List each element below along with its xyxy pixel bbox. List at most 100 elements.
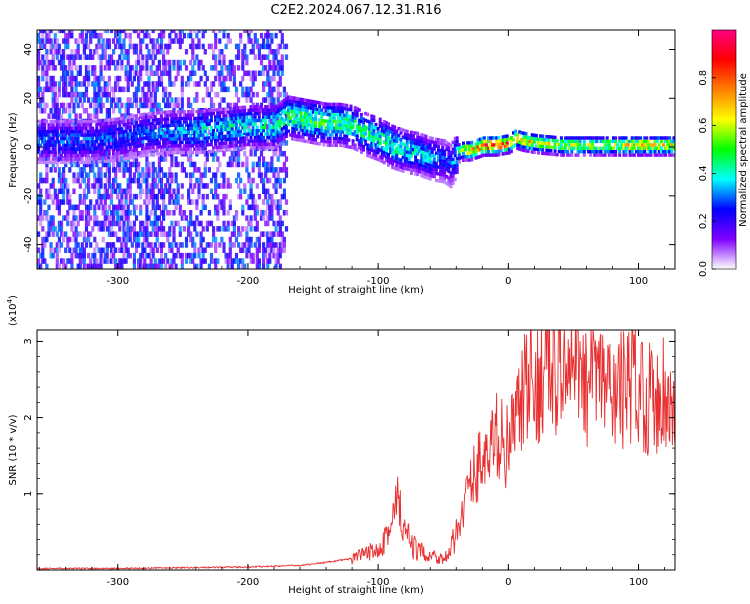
heatmap-cell bbox=[195, 140, 199, 145]
heatmap-cell bbox=[59, 242, 64, 248]
heatmap-cell bbox=[251, 142, 255, 147]
heatmap-cell bbox=[151, 199, 155, 205]
heatmap-cell bbox=[343, 144, 347, 148]
heatmap-cell bbox=[80, 140, 84, 146]
heatmap-cell bbox=[62, 157, 65, 161]
heatmap-cell bbox=[282, 125, 286, 130]
heatmap-cell bbox=[484, 150, 488, 154]
heatmap-cell bbox=[74, 247, 78, 253]
heatmap-cell bbox=[228, 137, 232, 141]
heatmap-cell bbox=[153, 193, 157, 200]
heatmap-cell bbox=[126, 119, 130, 123]
heatmap-cell bbox=[114, 155, 118, 159]
heatmap-cell bbox=[232, 242, 236, 248]
heatmap-cell bbox=[539, 134, 543, 138]
heatmap-cell bbox=[582, 136, 586, 140]
heatmap-cell bbox=[153, 142, 157, 146]
heatmap-cell bbox=[39, 204, 43, 211]
heatmap-cell bbox=[437, 151, 440, 156]
heatmap-cell bbox=[234, 156, 239, 162]
heatmap-cell bbox=[387, 122, 390, 126]
heatmap-cell bbox=[101, 226, 105, 232]
heatmap-cell bbox=[289, 133, 293, 137]
heatmap-cell bbox=[82, 160, 86, 165]
heatmap-cell bbox=[430, 154, 434, 158]
heatmap-cell bbox=[57, 123, 61, 127]
heatmap-cell bbox=[97, 132, 101, 137]
heatmap-cell bbox=[149, 220, 153, 227]
heatmap-cell bbox=[41, 123, 45, 127]
heatmap-cell bbox=[103, 43, 107, 50]
heatmap-cell bbox=[305, 122, 309, 127]
heatmap-cell bbox=[84, 30, 89, 34]
heatmap-cell bbox=[541, 137, 545, 142]
heatmap-cell bbox=[209, 118, 213, 123]
heatmap-cell bbox=[87, 75, 91, 82]
heatmap-cell bbox=[128, 220, 132, 227]
heatmap-cell bbox=[103, 152, 107, 157]
heatmap-cell bbox=[76, 70, 80, 76]
heatmap-cell bbox=[434, 141, 438, 145]
heatmap-cell bbox=[559, 139, 563, 144]
heatmap-cell bbox=[209, 220, 214, 227]
heatmap-cell bbox=[253, 139, 257, 143]
heatmap-cell bbox=[72, 102, 76, 109]
heatmap-cell bbox=[209, 115, 213, 119]
heatmap-cell bbox=[134, 124, 139, 130]
heatmap-cell bbox=[291, 99, 295, 103]
heatmap-cell bbox=[68, 59, 72, 66]
heatmap-cell bbox=[226, 210, 230, 216]
heatmap-cell bbox=[128, 161, 132, 168]
heatmap-cell bbox=[39, 86, 43, 93]
heatmap-cell bbox=[189, 252, 193, 259]
heatmap-cell bbox=[164, 86, 168, 93]
heatmap-cell bbox=[555, 142, 559, 147]
heatmap-cell bbox=[57, 167, 61, 173]
heatmap-cell bbox=[159, 70, 164, 76]
heatmap-cell bbox=[141, 86, 145, 93]
heatmap-cell bbox=[287, 112, 290, 116]
heatmap-cell bbox=[237, 183, 241, 189]
heatmap-cell bbox=[234, 126, 238, 131]
heatmap-cell bbox=[249, 236, 253, 243]
heatmap-cell bbox=[280, 193, 284, 200]
heatmap-cell bbox=[64, 75, 68, 82]
heatmap-cell bbox=[103, 118, 107, 122]
heatmap-cell bbox=[164, 70, 168, 76]
heatmap-cell bbox=[47, 231, 51, 237]
heatmap-cell bbox=[172, 258, 176, 264]
heatmap-cell bbox=[84, 54, 89, 60]
heatmap-cell bbox=[270, 161, 274, 168]
heatmap-cell bbox=[59, 177, 64, 184]
heatmap-cell bbox=[107, 59, 111, 66]
heatmap-cell bbox=[601, 153, 605, 157]
heatmap-cell bbox=[151, 247, 155, 253]
heatmap-cell bbox=[105, 242, 109, 248]
heatmap-cell bbox=[276, 220, 280, 227]
heatmap-cell bbox=[82, 140, 86, 146]
heatmap-cell bbox=[566, 143, 570, 147]
heatmap-cell bbox=[262, 231, 266, 237]
heatmap-cell bbox=[570, 136, 574, 140]
heatmap-cell bbox=[159, 177, 164, 184]
heatmap-cell bbox=[278, 247, 282, 253]
heatmap-cell bbox=[55, 43, 59, 50]
heatmap-cell bbox=[139, 188, 143, 194]
heatmap-cell bbox=[237, 226, 241, 232]
heatmap-cell bbox=[216, 125, 220, 129]
heatmap-cell bbox=[47, 150, 51, 154]
heatmap-cell bbox=[62, 160, 65, 165]
heatmap-cell bbox=[168, 231, 172, 237]
heatmap-cell bbox=[122, 123, 126, 127]
heatmap-cell bbox=[134, 161, 139, 168]
heatmap-cell bbox=[87, 124, 91, 130]
heatmap-cell bbox=[224, 124, 228, 128]
heatmap-cell bbox=[287, 105, 290, 109]
heatmap-cell bbox=[226, 226, 230, 232]
heatmap-cell bbox=[253, 54, 257, 60]
heatmap-cell bbox=[487, 153, 490, 157]
heatmap-cell bbox=[103, 81, 107, 87]
heatmap-cell bbox=[339, 112, 343, 117]
heatmap-cell bbox=[255, 220, 259, 227]
heatmap-cell bbox=[139, 263, 143, 269]
